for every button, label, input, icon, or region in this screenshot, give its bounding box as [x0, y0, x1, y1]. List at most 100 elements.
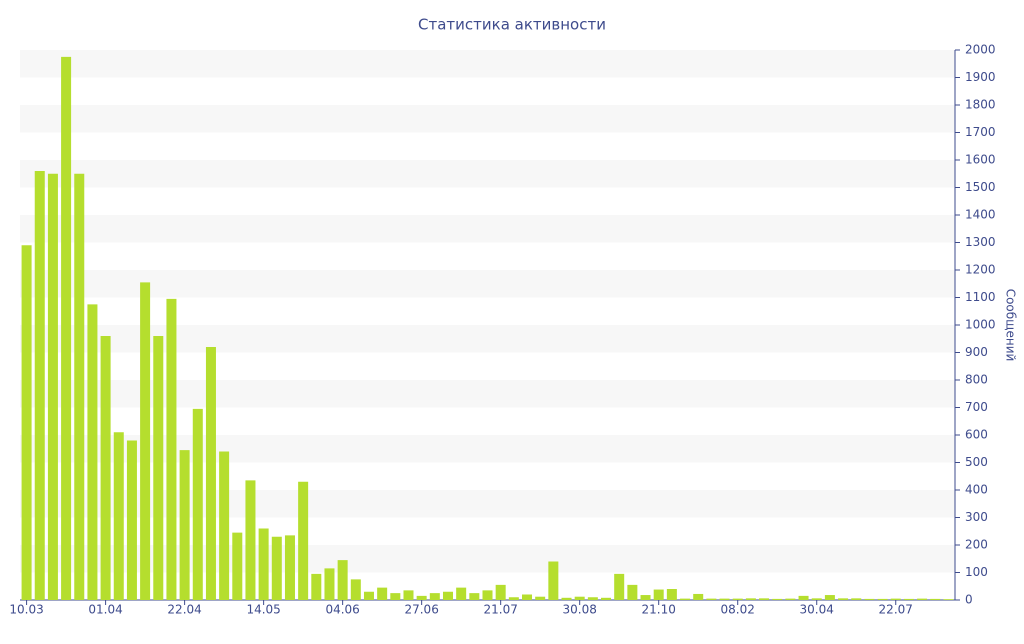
y-tick-label: 1200	[965, 263, 996, 277]
bar	[877, 598, 888, 600]
bar	[87, 304, 98, 600]
bar	[838, 598, 849, 600]
bar	[706, 598, 717, 600]
grid-band	[20, 50, 955, 78]
y-tick-label: 1500	[965, 180, 996, 194]
bar	[61, 56, 72, 600]
y-tick-label: 1400	[965, 208, 996, 222]
y-tick-label: 1900	[965, 70, 996, 84]
bar	[640, 595, 651, 600]
bar	[363, 591, 374, 600]
bar	[614, 573, 625, 600]
bar	[508, 597, 519, 600]
bar	[903, 598, 914, 600]
x-tick-label: 01.04	[88, 603, 122, 617]
bar	[561, 597, 572, 600]
bar	[311, 573, 322, 600]
y-tick-label: 500	[965, 455, 988, 469]
bar	[482, 590, 493, 600]
y-tick-label: 900	[965, 345, 988, 359]
bar	[666, 589, 677, 600]
bar	[719, 598, 730, 600]
x-tick-label: 21.10	[642, 603, 676, 617]
bar	[350, 579, 361, 600]
x-tick-label: 22.07	[879, 603, 913, 617]
bar	[377, 587, 388, 600]
x-tick-label: 30.04	[800, 603, 834, 617]
chart-title: Статистика активности	[418, 16, 606, 34]
bar	[917, 598, 928, 600]
bar	[232, 532, 243, 600]
y-tick-label: 600	[965, 428, 988, 442]
bar	[864, 598, 875, 600]
y-tick-label: 200	[965, 538, 988, 552]
bar	[245, 480, 256, 600]
y-axis-title: Сообщений	[1004, 289, 1018, 362]
grid-band	[20, 160, 955, 188]
bar	[298, 481, 309, 600]
bar	[627, 584, 638, 600]
bar	[732, 598, 743, 600]
x-tick-label: 10.03	[9, 603, 43, 617]
bar	[469, 593, 480, 600]
y-tick-label: 800	[965, 373, 988, 387]
x-tick-label: 04.06	[325, 603, 359, 617]
bar	[745, 598, 756, 600]
bar	[785, 598, 796, 600]
y-tick-label: 0	[965, 593, 973, 607]
bar	[429, 593, 440, 600]
bar	[535, 596, 546, 600]
bar	[113, 432, 124, 600]
bar	[495, 584, 506, 600]
bar	[456, 587, 467, 600]
bar	[403, 590, 414, 600]
x-tick-label: 27.06	[404, 603, 438, 617]
x-tick-label: 08.02	[721, 603, 755, 617]
bar	[284, 535, 295, 600]
bar	[548, 561, 559, 600]
bar	[192, 408, 203, 600]
bar	[416, 595, 427, 600]
y-tick-label: 1800	[965, 98, 996, 112]
bar	[772, 598, 783, 600]
bar	[74, 173, 85, 600]
bar	[759, 598, 770, 600]
x-tick-label: 21.07	[483, 603, 517, 617]
bar	[930, 598, 941, 600]
grid-band	[20, 270, 955, 298]
bar	[522, 594, 533, 600]
y-tick-label: 400	[965, 483, 988, 497]
bar	[126, 440, 137, 600]
x-tick-label: 22.04	[167, 603, 201, 617]
grid-band	[20, 105, 955, 133]
bar	[851, 598, 862, 600]
y-tick-label: 1300	[965, 235, 996, 249]
grid-band	[20, 215, 955, 243]
bar	[587, 597, 598, 600]
bar	[574, 596, 585, 600]
bar	[390, 593, 401, 600]
bar	[100, 336, 111, 600]
bar	[258, 528, 269, 600]
bar	[811, 598, 822, 600]
bar	[21, 245, 32, 600]
bar	[680, 598, 691, 600]
bar	[337, 560, 348, 600]
bar	[324, 568, 335, 600]
bar	[943, 599, 954, 600]
bar	[601, 597, 612, 600]
x-tick-label: 30.08	[563, 603, 597, 617]
y-tick-label: 700	[965, 400, 988, 414]
bar	[271, 536, 282, 600]
bar	[140, 282, 151, 600]
y-tick-label: 2000	[965, 43, 996, 57]
bar	[34, 171, 45, 600]
bar	[205, 347, 216, 600]
x-tick-label: 14.05	[246, 603, 280, 617]
bar	[890, 598, 901, 600]
y-tick-label: 1600	[965, 153, 996, 167]
bar	[166, 298, 177, 600]
bar	[798, 595, 809, 600]
bar	[47, 173, 58, 600]
